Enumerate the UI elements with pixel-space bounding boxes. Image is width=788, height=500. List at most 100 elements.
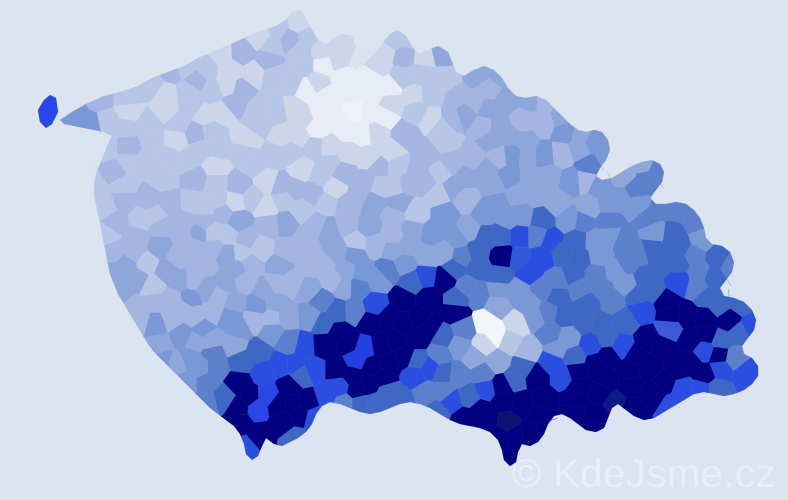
map-region[interactable] xyxy=(184,330,204,353)
map-region[interactable] xyxy=(333,393,353,410)
map-region[interactable] xyxy=(501,448,520,467)
map-region[interactable] xyxy=(155,348,174,367)
map-region[interactable] xyxy=(187,139,211,164)
map-region[interactable] xyxy=(485,281,509,299)
map-region[interactable] xyxy=(351,394,369,414)
map-region[interactable] xyxy=(716,308,743,332)
map-region[interactable] xyxy=(611,332,635,360)
map-region[interactable] xyxy=(262,309,280,326)
map-region[interactable] xyxy=(456,103,478,134)
map-region[interactable] xyxy=(318,33,356,53)
map-region[interactable] xyxy=(226,209,255,233)
map-region[interactable] xyxy=(591,367,620,390)
map-region[interactable] xyxy=(517,95,538,113)
map-region[interactable] xyxy=(393,253,418,277)
map-region[interactable] xyxy=(231,37,257,66)
map-region[interactable] xyxy=(250,274,275,301)
map-region[interactable] xyxy=(108,173,142,194)
map-region-as-salient[interactable] xyxy=(37,94,59,129)
map-region[interactable] xyxy=(100,134,118,164)
map-region[interactable] xyxy=(187,354,209,379)
map-region[interactable] xyxy=(587,380,615,406)
map-region[interactable] xyxy=(491,372,514,395)
map-region[interactable] xyxy=(704,266,728,291)
map-region[interactable] xyxy=(318,216,341,248)
map-region[interactable] xyxy=(580,422,607,433)
map-region[interactable] xyxy=(202,174,229,194)
map-region[interactable] xyxy=(556,405,586,427)
map-region[interactable] xyxy=(281,141,304,168)
map-region[interactable] xyxy=(370,175,388,199)
map-region[interactable] xyxy=(574,210,597,233)
map-region[interactable] xyxy=(663,352,690,381)
map-region[interactable] xyxy=(442,286,470,307)
map-region[interactable] xyxy=(383,29,401,51)
map-region[interactable] xyxy=(562,344,587,366)
map-region[interactable] xyxy=(123,242,148,263)
map-region[interactable] xyxy=(535,418,558,442)
map-region[interactable] xyxy=(490,425,509,452)
map-region[interactable] xyxy=(549,107,570,128)
map-region[interactable] xyxy=(449,315,477,341)
map-region[interactable] xyxy=(193,214,216,230)
map-region[interactable] xyxy=(59,104,90,128)
map-region[interactable] xyxy=(245,420,278,451)
map-region[interactable] xyxy=(215,244,236,270)
map-region[interactable] xyxy=(491,222,511,247)
map-region[interactable] xyxy=(654,304,681,323)
map-region[interactable] xyxy=(428,159,453,184)
map-region[interactable] xyxy=(519,166,541,189)
map-region[interactable] xyxy=(157,187,182,218)
map-region[interactable] xyxy=(136,74,165,104)
map-region[interactable] xyxy=(546,288,572,308)
map-region[interactable] xyxy=(630,159,654,174)
map-region[interactable] xyxy=(334,259,356,280)
map-region[interactable] xyxy=(308,161,333,188)
map-region[interactable] xyxy=(387,152,411,177)
map-region[interactable] xyxy=(642,277,667,305)
map-region[interactable] xyxy=(652,393,684,419)
map-region[interactable] xyxy=(199,77,224,105)
map-region[interactable] xyxy=(466,239,491,260)
map-region[interactable] xyxy=(638,379,667,416)
map-region[interactable] xyxy=(511,203,534,227)
map-region[interactable] xyxy=(604,256,627,284)
map-region[interactable] xyxy=(120,225,151,248)
map-region[interactable] xyxy=(388,65,415,90)
map-region[interactable] xyxy=(235,148,267,179)
map-region[interactable] xyxy=(113,281,136,304)
map-region[interactable] xyxy=(325,297,346,323)
map-region[interactable] xyxy=(204,190,228,210)
map-region[interactable] xyxy=(271,191,296,212)
map-region[interactable] xyxy=(194,391,220,416)
map-region[interactable] xyxy=(400,219,425,241)
map-region[interactable] xyxy=(649,196,672,223)
map-region[interactable] xyxy=(535,139,555,168)
map-region[interactable] xyxy=(306,70,332,94)
map-region[interactable] xyxy=(509,224,529,248)
map-region[interactable] xyxy=(146,204,169,226)
map-region[interactable] xyxy=(286,9,311,34)
map-region[interactable] xyxy=(440,388,463,416)
map-region[interactable] xyxy=(328,43,357,72)
map-region[interactable] xyxy=(215,75,237,98)
map-region[interactable] xyxy=(196,275,217,304)
map-region[interactable] xyxy=(406,303,434,329)
map-region[interactable] xyxy=(607,166,637,188)
map-region[interactable] xyxy=(567,140,591,163)
map-region[interactable] xyxy=(577,170,597,196)
map-region[interactable] xyxy=(273,328,301,355)
map-region[interactable] xyxy=(473,130,503,153)
map-region[interactable] xyxy=(267,391,287,417)
map-region[interactable] xyxy=(358,41,396,64)
map-region[interactable] xyxy=(333,118,359,143)
map-region[interactable] xyxy=(360,82,383,104)
map-region[interactable] xyxy=(433,265,457,295)
map-region[interactable] xyxy=(293,240,319,265)
map-region[interactable] xyxy=(162,286,182,310)
map-region[interactable] xyxy=(216,307,244,333)
map-region[interactable] xyxy=(242,183,265,215)
map-region[interactable] xyxy=(243,90,270,119)
map-region[interactable] xyxy=(566,276,592,302)
map-region[interactable] xyxy=(367,392,389,415)
